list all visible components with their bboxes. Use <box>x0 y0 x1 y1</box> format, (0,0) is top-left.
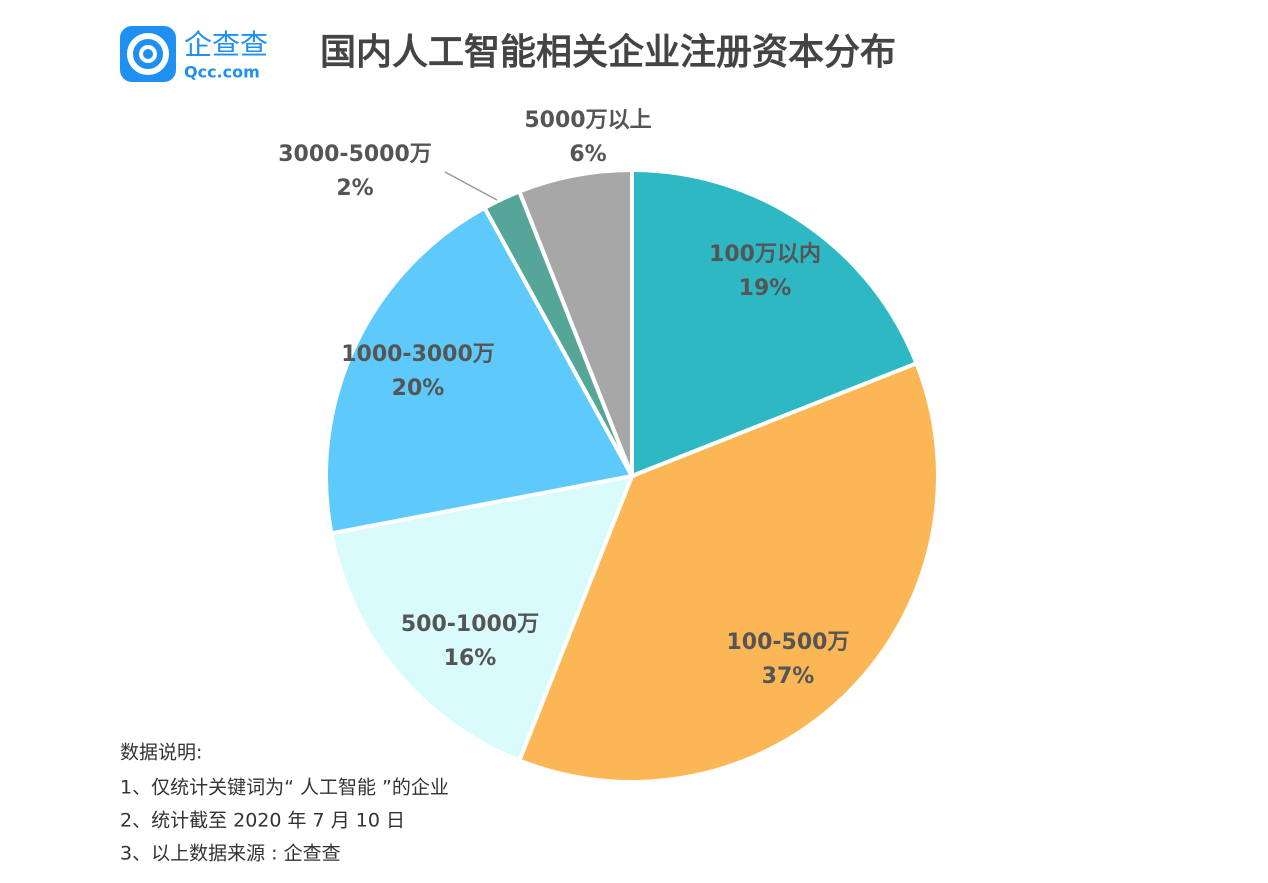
notes-heading: 数据说明: <box>120 742 202 764</box>
logo-name: 企查查 <box>184 28 268 61</box>
slice-label: 1000-3000万 <box>341 342 495 367</box>
pie-slice <box>516 167 634 477</box>
slice-value-label: 37% <box>762 664 815 689</box>
slice-value-label: 19% <box>739 276 792 301</box>
chart-title: 国内人工智能相关企业注册资本分布 <box>320 31 896 73</box>
logo-site: Qcc.com <box>184 63 260 82</box>
pie-slice <box>630 167 920 479</box>
slice-value-label: 6% <box>569 142 606 167</box>
pie-slice <box>516 360 940 784</box>
slice-label: 5000万以上 <box>524 108 651 133</box>
logo-icon-ring <box>139 45 157 63</box>
slice-value-label: 16% <box>444 646 497 671</box>
slice-label: 100万以内 <box>709 242 821 267</box>
slice-label: 500-1000万 <box>401 612 539 637</box>
note-line: 3、以上数据来源 : 企查查 <box>120 843 341 865</box>
note-line: 2、统计截至 2020 年 7 月 10 日 <box>120 810 405 832</box>
pie-slice <box>329 473 636 764</box>
logo-icon-ring <box>127 33 169 75</box>
note-line: 1、仅统计关键词为“ 人工智能 ”的企业 <box>120 777 449 799</box>
pie <box>324 167 940 784</box>
slice-value-label: 2% <box>336 176 373 201</box>
leader-line <box>444 171 498 201</box>
slice-label: 3000-5000万 <box>278 142 432 167</box>
slice-value-label: 20% <box>392 376 445 401</box>
slice-label: 100-500万 <box>727 630 850 655</box>
pie-slice <box>324 205 636 536</box>
